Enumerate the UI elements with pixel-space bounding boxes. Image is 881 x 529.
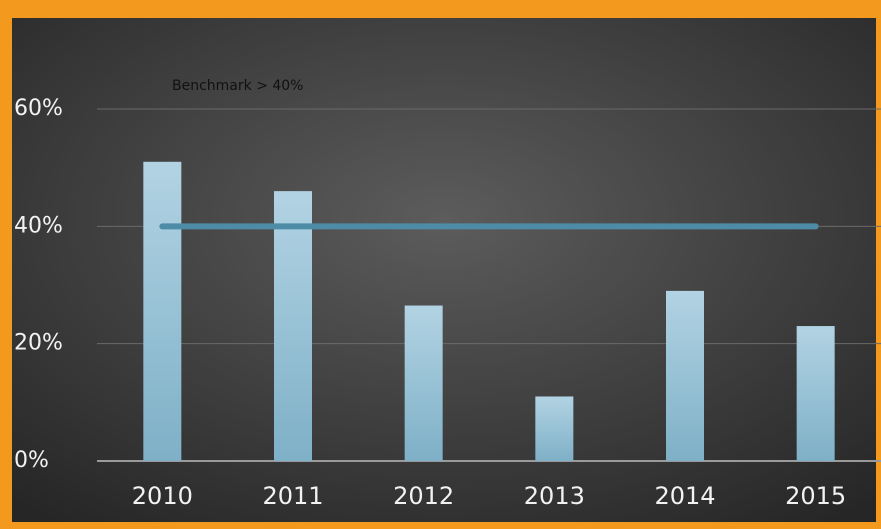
y-tick-label: 40%: [14, 213, 63, 238]
x-tick-label: 2013: [524, 482, 585, 510]
annotation: Benchmark > 40%: [172, 78, 304, 94]
y-tick-label: 60%: [14, 96, 63, 121]
x-tick-label: 2012: [393, 482, 454, 510]
bar: [143, 161, 182, 462]
bar: [666, 290, 704, 461]
y-tick-label: 20%: [14, 331, 63, 356]
x-tick-label: 2014: [654, 482, 715, 510]
bar: [404, 305, 443, 461]
y-tick-label: 0%: [14, 448, 49, 473]
bar: [796, 326, 835, 461]
bar: [535, 396, 574, 461]
bar: [274, 191, 312, 461]
plot-background: [12, 18, 876, 522]
x-tick-label: 2010: [132, 482, 193, 510]
x-tick-label: 2015: [785, 482, 846, 510]
x-tick-label: 2011: [262, 482, 323, 510]
